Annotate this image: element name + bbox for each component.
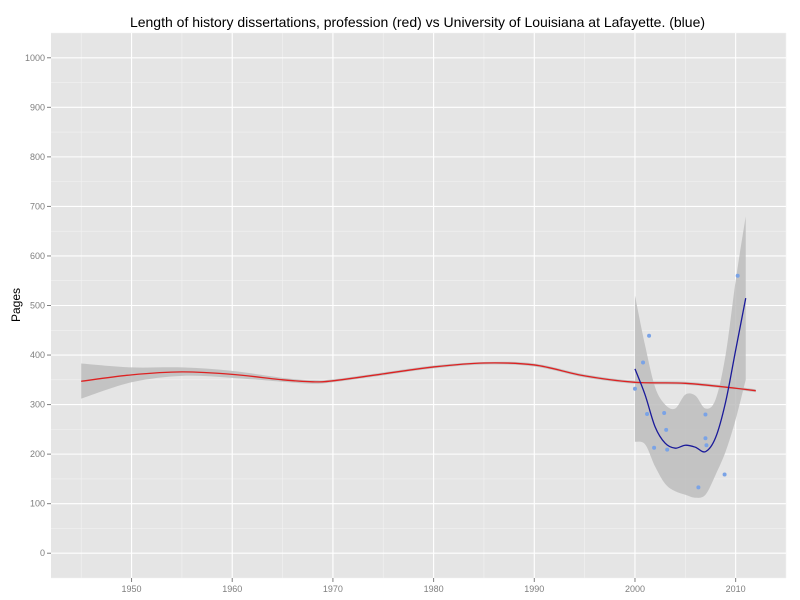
y-tick-label: 500 — [30, 301, 45, 311]
data-point — [704, 443, 709, 448]
smooth-line-2 — [634, 297, 747, 453]
x-tick-label: 1990 — [524, 584, 544, 594]
y-tick-label: 400 — [30, 350, 45, 360]
y-tick-label: 200 — [30, 449, 45, 459]
y-tick-label: 800 — [30, 152, 45, 162]
data-point — [662, 411, 667, 416]
chart-title: Length of history dissertations, profess… — [129, 14, 706, 30]
y-tick-label: 600 — [30, 251, 45, 261]
x-tick-label: 2000 — [625, 584, 645, 594]
data-point — [665, 447, 670, 452]
data-point — [647, 333, 652, 338]
data-point — [696, 485, 701, 490]
data-point — [652, 445, 657, 450]
x-tick-label: 1970 — [323, 584, 343, 594]
x-tick-label: 1960 — [222, 584, 242, 594]
data-point — [641, 360, 646, 365]
y-tick-label: 100 — [30, 499, 45, 509]
y-tick-label: 300 — [30, 400, 45, 410]
data-point — [703, 436, 708, 441]
data-point — [703, 412, 708, 417]
data-point — [664, 427, 669, 432]
data-point — [632, 386, 637, 391]
smooth-line-1 — [81, 362, 756, 392]
y-tick-label: 0 — [40, 548, 45, 558]
x-tick-label: 1950 — [122, 584, 142, 594]
y-tick-label: 900 — [30, 102, 45, 112]
confidence-ribbon-2 — [634, 216, 746, 498]
x-tick-label: 1980 — [424, 584, 444, 594]
y-tick-label: 700 — [30, 201, 45, 211]
data-point — [722, 472, 727, 477]
data-point — [645, 412, 650, 417]
y-tick-label: 1000 — [25, 53, 45, 63]
data-point — [735, 273, 740, 278]
x-tick-label: 2010 — [726, 584, 746, 594]
